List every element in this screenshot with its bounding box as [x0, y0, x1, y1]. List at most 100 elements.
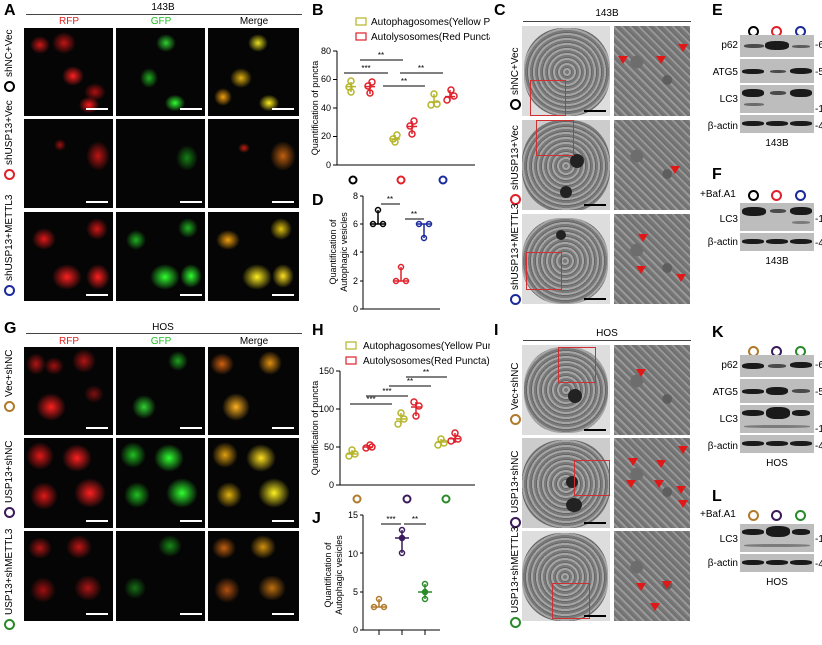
blot-p62 — [740, 355, 814, 377]
col-gfp: GFP — [150, 16, 172, 27]
tem-image-zoom — [614, 120, 690, 210]
fluorescence-image-rfp — [24, 212, 113, 301]
svg-text:***: *** — [386, 515, 395, 524]
svg-text:**: ** — [387, 195, 393, 204]
blot-label: LC3 — [719, 534, 738, 545]
svg-text:50: 50 — [324, 442, 334, 452]
svg-text:Autophagosomes(Yellow Puncta): Autophagosomes(Yellow Puncta) — [371, 17, 490, 28]
ring-icon — [4, 401, 15, 412]
divider — [523, 340, 691, 341]
panel-label-h: H — [312, 322, 324, 339]
ring-icon — [510, 414, 521, 425]
mw-marker: -42 — [815, 238, 822, 249]
blot-label: p62 — [721, 360, 738, 371]
fluorescence-image-gfp — [116, 438, 205, 528]
svg-text:Autophagic vesicles: Autophagic vesicles — [334, 535, 344, 615]
chart-b: Autophagosomes(Yellow Puncta) Autolysoso… — [310, 0, 518, 190]
fluorescence-image-merge — [208, 28, 299, 116]
blot-beta-actin — [740, 554, 814, 572]
fluorescence-image-rfp — [24, 347, 113, 435]
fluorescence-image-merge — [208, 531, 299, 621]
ring-icon — [4, 169, 15, 180]
fluorescence-image-gfp — [116, 212, 205, 301]
mw-marker: -50 — [815, 387, 822, 398]
fluorescence-image-gfp — [116, 531, 205, 621]
blot-label: β-actin — [707, 441, 738, 452]
panel-label-e: E — [712, 2, 723, 19]
blot-label: β-actin — [707, 121, 738, 132]
svg-text:0: 0 — [353, 625, 358, 635]
svg-text:Autophagosomes(Yellow Puncta): Autophagosomes(Yellow Puncta) — [363, 341, 490, 352]
treatment-label: +Baf.A1 — [700, 509, 736, 520]
svg-text:0: 0 — [326, 160, 331, 170]
svg-text:Autophagic vesicles: Autophagic vesicles — [339, 212, 349, 292]
svg-text:10: 10 — [348, 549, 358, 559]
blot-beta-actin — [740, 115, 814, 133]
panel-label-f: F — [712, 166, 722, 183]
blot-beta-actin — [740, 435, 814, 453]
blot-label: LC3 — [719, 214, 738, 225]
ring-icon — [4, 81, 15, 92]
blot-lc3 — [740, 524, 814, 552]
ring-icon — [771, 510, 783, 521]
lane-markers — [742, 190, 812, 201]
col-merge: Merge — [239, 336, 269, 347]
blot-label: ATG5 — [712, 387, 738, 398]
tem-image-zoom — [614, 214, 690, 304]
tem-image-overview — [522, 26, 610, 116]
mw-marker: -42 — [815, 559, 822, 570]
blot-cell-line: 143B — [765, 256, 789, 267]
blot-beta-actin — [740, 233, 814, 251]
chart-j: 0 5 10 15 Quantification of Autophagic vesi… — [310, 505, 490, 640]
panel-label-j: J — [312, 510, 321, 527]
svg-text:4: 4 — [353, 248, 358, 258]
tem-image-overview — [522, 531, 610, 621]
row-label: USP13+shNC — [510, 450, 521, 528]
tem-image-overview — [522, 345, 610, 435]
svg-text:0: 0 — [353, 304, 358, 314]
svg-text:150: 150 — [319, 366, 334, 376]
divider — [523, 21, 691, 22]
ring-icon — [510, 617, 521, 628]
blot-cell-line: HOS — [766, 458, 788, 469]
ring-icon — [4, 507, 15, 518]
ring-icon — [794, 190, 806, 201]
svg-text:20: 20 — [321, 131, 331, 141]
tem-image-zoom — [614, 438, 690, 528]
ring-icon — [771, 190, 783, 201]
svg-text:Autolysosomes(Red Puncta): Autolysosomes(Red Puncta) — [371, 32, 490, 43]
row-label: USP13+shMETTL3 — [510, 527, 521, 628]
col-rfp: RFP — [59, 336, 79, 347]
panel-label-g: G — [4, 320, 17, 337]
svg-text:5: 5 — [353, 587, 358, 597]
svg-text:Quantification of puncta: Quantification of puncta — [310, 381, 320, 476]
row-label: shUSP13+Vec — [510, 125, 521, 205]
ring-icon — [4, 285, 15, 296]
ring-icon — [748, 510, 760, 521]
row-label: shUSP13+Vec — [4, 100, 15, 180]
svg-text:60: 60 — [321, 74, 331, 84]
blot-label: LC3 — [719, 94, 738, 105]
ring-icon — [4, 619, 15, 630]
blot-cell-line: 143B — [765, 138, 789, 149]
chart-d: 0 2 4 6 8 Quantification of Autophagic vesic… — [310, 190, 490, 315]
fluorescence-image-rfp — [24, 531, 113, 621]
fluorescence-image-merge — [208, 347, 299, 435]
ring-icon — [510, 99, 521, 110]
blot-atg5 — [740, 59, 814, 83]
blot-cell-line: HOS — [766, 577, 788, 588]
fluorescence-image-gfp — [116, 119, 205, 208]
fluorescence-image-rfp — [24, 28, 113, 116]
blot-label: β-actin — [707, 237, 738, 248]
tem-image-zoom — [614, 531, 690, 621]
tem-image-zoom — [614, 345, 690, 435]
blot-label: ATG5 — [712, 67, 738, 78]
panel-a-cell-line: 143B — [151, 2, 175, 13]
panel-g-cell-line: HOS — [152, 322, 174, 333]
row-label: Vec+shNC — [510, 362, 521, 425]
svg-text:100: 100 — [319, 404, 334, 414]
mw-marker: -17 — [815, 534, 822, 545]
svg-text:**: ** — [411, 210, 417, 219]
divider — [26, 14, 302, 15]
fluorescence-image-gfp — [116, 347, 205, 435]
